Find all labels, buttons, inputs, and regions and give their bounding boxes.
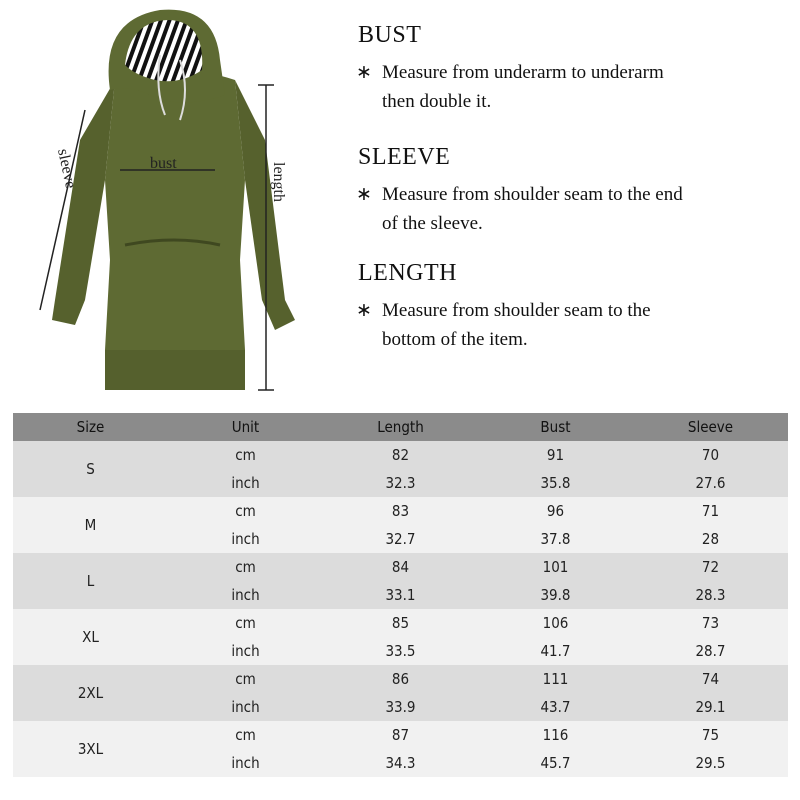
bullet-icon: ∗ [356, 62, 372, 83]
size-cell: S [13, 441, 168, 497]
hoodie-dress-illustration: sleeve bust length [39, 9, 295, 391]
length-cell: 32.3 [323, 469, 478, 497]
bust-cell: 39.8 [478, 581, 633, 609]
sleeve-cell: 73 [633, 609, 788, 637]
unit-cell: inch [168, 581, 323, 609]
length-cell: 32.7 [323, 525, 478, 553]
unit-cell: cm [168, 721, 323, 749]
sleeve-cell: 27.6 [633, 469, 788, 497]
measure-lines [39, 84, 274, 391]
bullet-icon: ∗ [356, 184, 372, 205]
bust-guide: BUST ∗ Measure from underarm to underarm… [356, 22, 664, 116]
bust-cell: 43.7 [478, 693, 633, 721]
size-cell: M [13, 497, 168, 553]
bust-label: bust [150, 155, 177, 172]
length-guide: LENGTH ∗ Measure from shoulder seam to t… [356, 260, 651, 354]
sleeve-cell: 28.3 [633, 581, 788, 609]
length-cell: 33.9 [323, 693, 478, 721]
unit-cell: inch [168, 525, 323, 553]
length-line-2: bottom of the item. [382, 329, 528, 350]
sleeve-cell: 28.7 [633, 637, 788, 665]
table-row: 3XL cm 87 116 75 [13, 721, 788, 777]
bust-cell: 37.8 [478, 525, 633, 553]
bust-cell: 35.8 [478, 469, 633, 497]
unit-cell: cm [168, 441, 323, 469]
length-cell: 84 [323, 553, 478, 581]
size-cell: 3XL [13, 721, 168, 777]
sleeve-cell: 29.5 [633, 749, 788, 777]
bust-cell: 116 [478, 721, 633, 749]
length-cell: 82 [323, 441, 478, 469]
length-cell: 33.1 [323, 581, 478, 609]
sleeve-line-2: of the sleeve. [382, 213, 483, 234]
bust-cell: 106 [478, 609, 633, 637]
table-header: Size Unit Length Bust Sleeve [13, 413, 788, 441]
header-unit: Unit [168, 413, 323, 441]
bust-cell: 91 [478, 441, 633, 469]
size-cell: L [13, 553, 168, 609]
table-row: inch 33.1 39.8 28.3 [13, 581, 788, 609]
sleeve-cell: 70 [633, 441, 788, 469]
header-length: Length [323, 413, 478, 441]
sleeve-cell: 74 [633, 665, 788, 693]
length-cell: 34.3 [323, 749, 478, 777]
sleeve-heading: SLEEVE [358, 144, 451, 170]
header-bust: Bust [478, 413, 633, 441]
bust-cell: 96 [478, 497, 633, 525]
bullet-icon: ∗ [356, 300, 372, 321]
unit-cell: cm [168, 553, 323, 581]
bust-line-1: Measure from underarm to underarm [382, 62, 664, 83]
length-cell: 87 [323, 721, 478, 749]
header-sleeve: Sleeve [633, 413, 788, 441]
unit-cell: inch [168, 693, 323, 721]
sleeve-cell: 28 [633, 525, 788, 553]
hoodie-dress [52, 9, 295, 390]
sleeve-cell: 29.1 [633, 693, 788, 721]
table-row: inch 32.3 35.8 27.6 [13, 469, 788, 497]
table-row: inch 32.7 37.8 28 [13, 525, 788, 553]
bust-cell: 41.7 [478, 637, 633, 665]
bust-cell: 45.7 [478, 749, 633, 777]
sleeve-line-1: Measure from shoulder seam to the end [382, 184, 683, 205]
length-cell: 85 [323, 609, 478, 637]
table-row: inch 34.3 45.7 29.5 [13, 749, 788, 777]
sleeve-cell: 75 [633, 721, 788, 749]
bust-cell: 111 [478, 665, 633, 693]
unit-cell: cm [168, 665, 323, 693]
table-row: XL cm 85 106 73 [13, 609, 788, 665]
length-cell: 86 [323, 665, 478, 693]
unit-cell: inch [168, 469, 323, 497]
unit-cell: cm [168, 497, 323, 525]
sleeve-cell: 71 [633, 497, 788, 525]
length-label: length [270, 162, 287, 202]
length-cell: 83 [323, 497, 478, 525]
table-row: inch 33.9 43.7 29.1 [13, 693, 788, 721]
unit-cell: inch [168, 637, 323, 665]
length-line-1: Measure from shoulder seam to the [382, 300, 651, 321]
size-cell: XL [13, 609, 168, 665]
unit-cell: cm [168, 609, 323, 637]
length-cell: 33.5 [323, 637, 478, 665]
sleeve-cell: 72 [633, 553, 788, 581]
header-size: Size [13, 413, 168, 441]
bust-line-2: then double it. [382, 91, 492, 112]
size-cell: 2XL [13, 665, 168, 721]
table-row: 2XL cm 86 111 74 [13, 665, 788, 721]
bust-cell: 101 [478, 553, 633, 581]
bust-heading: BUST [358, 22, 422, 48]
sleeve-guide: SLEEVE ∗ Measure from shoulder seam to t… [356, 144, 683, 238]
table-row: inch 33.5 41.7 28.7 [13, 637, 788, 665]
length-heading: LENGTH [358, 260, 457, 286]
unit-cell: inch [168, 749, 323, 777]
